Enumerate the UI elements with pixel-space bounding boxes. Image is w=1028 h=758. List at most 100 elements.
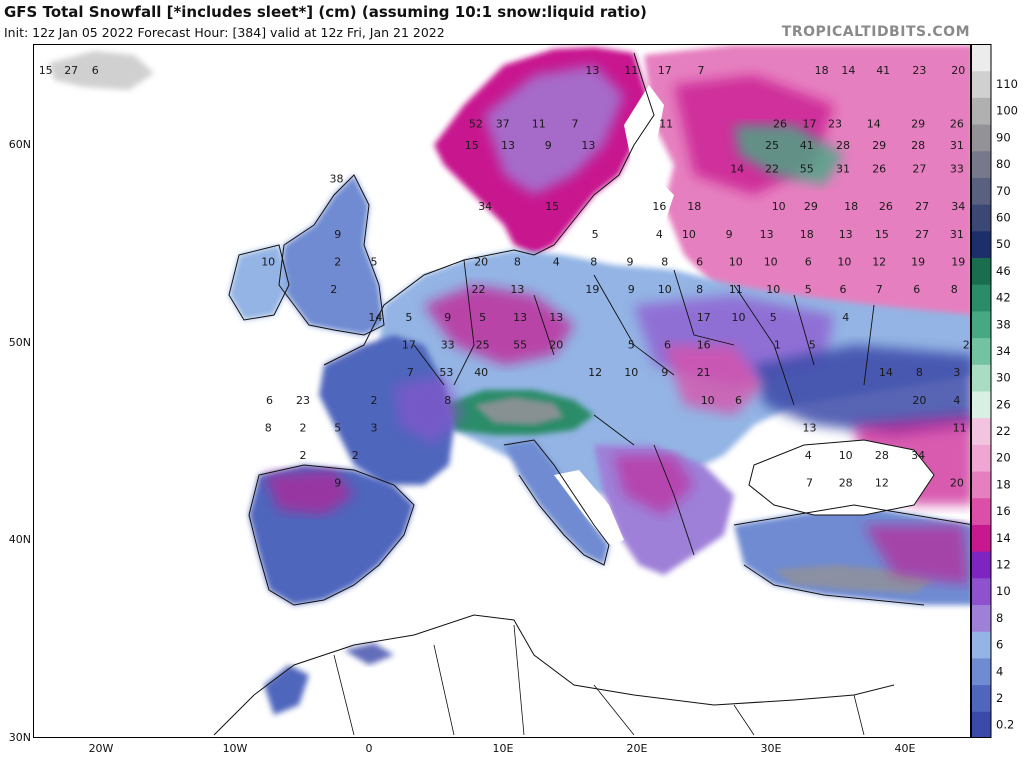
- snowfall-value: 28: [911, 139, 925, 152]
- snowfall-value: 5: [405, 311, 412, 324]
- snowfall-value: 2: [300, 421, 307, 434]
- snowfall-value: 17: [803, 117, 817, 130]
- snowfall-value: 14: [730, 163, 744, 176]
- baltic-green-band: [734, 125, 844, 185]
- snowfall-value: 55: [800, 163, 814, 176]
- snowfall-value: 6: [664, 339, 671, 352]
- legend-swatch: [971, 204, 991, 232]
- coastline-italy: [503, 439, 610, 566]
- lon-label-20e: 20E: [626, 742, 648, 755]
- snowfall-value: 13: [501, 139, 515, 152]
- snowfall-value: 41: [876, 64, 890, 77]
- snowfall-value: 27: [64, 64, 78, 77]
- legend-label: 6: [996, 638, 1003, 652]
- snowfall-value: 9: [334, 228, 341, 241]
- snowfall-value: 13: [839, 228, 853, 241]
- snowfall-value: 29: [911, 117, 925, 130]
- legend-label: 16: [996, 504, 1011, 518]
- coastline-britain: [278, 174, 385, 336]
- snowfall-value: 20: [474, 256, 488, 269]
- snowfall-value: 37: [496, 117, 510, 130]
- snowfall-value: 40: [474, 366, 488, 379]
- snowfall-value: 14: [368, 311, 382, 324]
- snowfall-value: 10: [701, 394, 715, 407]
- france-purple: [394, 375, 464, 445]
- legend-swatch: [971, 230, 991, 259]
- lat-label-40n: 40N: [8, 533, 31, 546]
- iberia-north-magenta: [264, 470, 354, 515]
- snowfall-value: 13: [581, 139, 595, 152]
- snowfall-value: 10: [772, 200, 786, 213]
- country-borders: [413, 259, 875, 556]
- snowfall-value: 6: [805, 256, 812, 269]
- snowfall-value: 26: [879, 200, 893, 213]
- lon-label-10e: 10E: [492, 742, 514, 755]
- legend-swatch: [971, 524, 991, 552]
- snowfall-value: 18: [844, 200, 858, 213]
- romania-magenta: [664, 345, 764, 415]
- colorbar: 0.22468101214161820222630343842465060708…: [971, 44, 1018, 739]
- legend-swatch: [971, 417, 991, 445]
- legend-label: 20: [996, 451, 1011, 465]
- snowfall-value: 7: [572, 117, 579, 130]
- lon-label-40e: 40E: [894, 742, 916, 755]
- snowfall-value: 10: [839, 449, 853, 462]
- snowfall-value: 9: [545, 139, 552, 152]
- british-isles-snow: [279, 175, 384, 335]
- mediterranean: [394, 545, 844, 695]
- legend-swatch: [971, 471, 991, 499]
- snowfall-value: 23: [828, 117, 842, 130]
- snowfall-field: [49, 45, 970, 715]
- snowfall-value: 22: [765, 163, 779, 176]
- brand-watermark[interactable]: TROPICALTIDBITS.COM: [781, 24, 970, 40]
- snowfall-value: 31: [836, 163, 850, 176]
- legend-label: 110: [996, 77, 1018, 91]
- snowfall-value: 27: [915, 200, 929, 213]
- snowfall-value: 11: [624, 64, 638, 77]
- legend-border: [971, 44, 992, 738]
- snowfall-value: 11: [659, 117, 673, 130]
- snowfall-value: 25: [765, 139, 779, 152]
- lat-label-60n: 60N: [8, 138, 31, 151]
- legend-label: 8: [996, 611, 1003, 625]
- legend-label: 2: [996, 691, 1003, 705]
- snowfall-value: 13: [760, 228, 774, 241]
- legend-label: 26: [996, 397, 1011, 411]
- snowfall-value: 7: [806, 477, 813, 490]
- snowfall-value: 23: [296, 394, 310, 407]
- snowfall-value: 9: [334, 477, 341, 490]
- colorbar-legend: 0.2 2 4 6 8 10 12 14 16 18 20 22 26 30 34 38 42 46 50 60 70 8…: [971, 44, 1028, 739]
- snowfall-value: 10: [682, 228, 696, 241]
- snowfall-value: 2: [300, 449, 307, 462]
- legend-swatch: [971, 284, 991, 312]
- snowfall-value: 1: [774, 339, 781, 352]
- snowfall-value: 7: [698, 64, 705, 77]
- legend-label: 12: [996, 558, 1011, 572]
- snowfall-value: 11: [532, 117, 546, 130]
- turkey-magenta: [864, 525, 969, 585]
- central-europe-magenta: [424, 285, 574, 365]
- snowfall-value: 55: [513, 339, 527, 352]
- snowfall-value: 34: [911, 449, 925, 462]
- snowfall-value: 34: [951, 200, 965, 213]
- legend-swatch: [971, 391, 991, 419]
- snowfall-value: 4: [842, 311, 849, 324]
- ukraine-darkblue: [754, 345, 970, 435]
- coastline-turkey: [733, 504, 970, 606]
- snowfall-value: 12: [588, 366, 602, 379]
- snowfall-value: 5: [371, 256, 378, 269]
- snowfall-value: 4: [805, 449, 812, 462]
- legend-label: 14: [996, 531, 1011, 545]
- legend-swatch: [971, 257, 991, 285]
- snowfall-value: 25: [476, 339, 490, 352]
- adriatic: [554, 470, 624, 545]
- snowfall-map[interactable]: 15 27 6 52 37 11 7 15 13 9 13 13 11 17 7 18 14 41 23 20 11 26…: [33, 44, 971, 738]
- lon-label-10w: 10W: [222, 742, 248, 755]
- atlas-snow: [264, 665, 309, 715]
- snowfall-value: 17: [658, 64, 672, 77]
- snowfall-value: 26: [950, 117, 964, 130]
- snowfall-value: 10: [732, 311, 746, 324]
- snowfall-value: 53: [439, 366, 453, 379]
- snowfall-value: 5: [479, 311, 486, 324]
